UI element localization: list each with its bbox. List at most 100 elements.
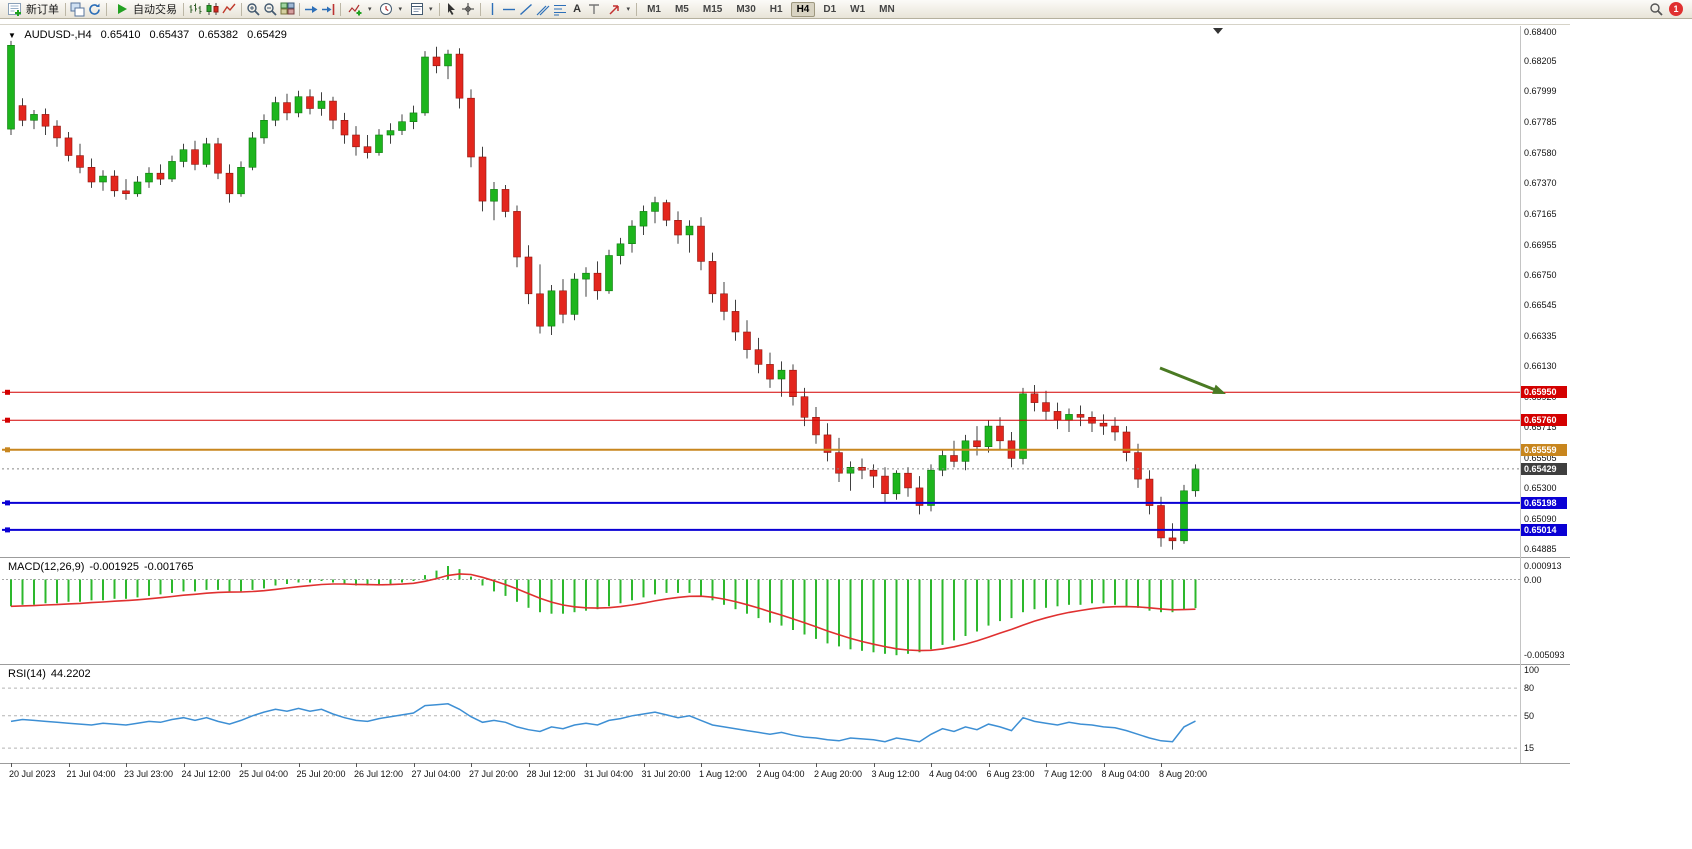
- time-tick: [931, 763, 932, 767]
- hline-handle[interactable]: [5, 500, 10, 506]
- time-tick: [413, 763, 415, 767]
- time-axis-label: 25 Jul 20:00: [296, 769, 346, 779]
- hline-handle[interactable]: [5, 389, 10, 395]
- timeframe-m30[interactable]: M30: [736, 3, 756, 15]
- toolbar-separator: [479, 2, 481, 16]
- rsi-label: RSI(14) 44.2202: [8, 668, 91, 680]
- high-value: 0.65437: [149, 29, 190, 41]
- auto-trading-button[interactable]: 自动交易: [110, 1, 180, 18]
- search-icon[interactable]: [1648, 1, 1665, 18]
- candlestick-series: [7, 40, 1200, 550]
- chevron-down-icon: ▾: [398, 6, 403, 13]
- fibonacci-icon[interactable]: [552, 1, 569, 18]
- timeframe-w1[interactable]: W1: [850, 3, 866, 15]
- macd-canvas[interactable]: [2, 558, 1520, 663]
- periods-button[interactable]: ▾: [375, 1, 406, 18]
- candlestick-chart-icon[interactable]: [204, 1, 221, 18]
- text-icon[interactable]: A: [573, 3, 582, 15]
- auto-scroll-icon[interactable]: [303, 1, 320, 18]
- low-value: 0.65382: [198, 29, 239, 41]
- price-axis-label: 0.67785: [1524, 117, 1557, 128]
- timeframe-group: M1 M5 M15 M30 H1 H4 D1 W1 MN: [640, 1, 902, 17]
- line-chart-icon[interactable]: [221, 1, 238, 18]
- text-label-icon[interactable]: [586, 1, 603, 18]
- timeframe-h4[interactable]: H4: [790, 1, 816, 17]
- zoom-out-icon[interactable]: [262, 1, 279, 18]
- toolbar-separator: [183, 2, 184, 16]
- time-axis-label: 21 Jul 04:00: [66, 769, 116, 779]
- crosshair-icon[interactable]: [460, 1, 477, 18]
- rsi-panel-separator[interactable]: [0, 664, 1570, 665]
- timeframe-mn[interactable]: MN: [879, 3, 895, 15]
- price-axis-label: 0.64885: [1524, 543, 1557, 554]
- price-axis-label: 0.65090: [1524, 513, 1557, 524]
- time-axis-label: 23 Jul 23:00: [124, 769, 174, 779]
- indicators-button[interactable]: ▾: [344, 1, 375, 18]
- time-axis-label: 8 Aug 04:00: [1101, 769, 1150, 779]
- time-axis-label: 25 Jul 04:00: [239, 769, 289, 779]
- toolbar-separator: [438, 2, 440, 16]
- price-axis-separator: [1520, 26, 1521, 763]
- timeframe-m1[interactable]: M1: [647, 3, 661, 15]
- arrow-annotation-head[interactable]: [1212, 384, 1228, 399]
- time-tick: [701, 763, 702, 767]
- rsi-axis-label: 100: [1524, 664, 1540, 675]
- zoom-in-icon[interactable]: [245, 1, 262, 18]
- price-axis-label: 0.66335: [1524, 330, 1557, 341]
- arrow-shape-icon: [606, 1, 623, 18]
- cursor-icon[interactable]: [443, 1, 460, 18]
- hline-handle[interactable]: [5, 417, 10, 423]
- notification-badge[interactable]: 1: [1669, 2, 1683, 16]
- time-tick: [183, 763, 185, 767]
- macd-axis-label: -0.005093: [1524, 650, 1565, 661]
- timeframe-h1[interactable]: H1: [769, 3, 783, 15]
- time-axis-label: 6 Aug 23:00: [986, 769, 1035, 779]
- price-marker-resistance-upper: 0.65950: [1521, 386, 1567, 399]
- chart-title: ▼ AUDUSD-,H4 0.65410 0.65437 0.65382 0.6…: [8, 29, 293, 41]
- timeframe-m15[interactable]: M15: [702, 3, 723, 15]
- timeframe-d1[interactable]: D1: [823, 3, 837, 15]
- time-axis-label: 2 Aug 20:00: [814, 769, 863, 779]
- horizontal-line-icon[interactable]: [501, 1, 518, 18]
- chart-shift-icon[interactable]: [320, 1, 337, 18]
- channel-icon[interactable]: [535, 1, 552, 18]
- price-axis-label: 0.67580: [1524, 147, 1557, 158]
- chart-shift-marker[interactable]: [1213, 28, 1223, 34]
- rsi-canvas[interactable]: [2, 665, 1520, 762]
- rsi-axis-label: 50: [1524, 710, 1535, 721]
- new-order-icon: [6, 1, 23, 18]
- timeframe-m5[interactable]: M5: [674, 3, 689, 15]
- trendline-icon[interactable]: [518, 1, 535, 18]
- time-tick: [988, 763, 990, 767]
- price-marker-resistance-lower: 0.65760: [1521, 414, 1567, 427]
- time-axis-label: 1 Aug 12:00: [699, 769, 748, 779]
- tile-windows-icon[interactable]: [279, 1, 296, 18]
- new-order-button[interactable]: 新订单: [3, 1, 62, 18]
- bar-chart-icon[interactable]: [187, 1, 204, 18]
- price-marker-support-lower: 0.65014: [1521, 523, 1567, 536]
- macd-panel-separator[interactable]: [0, 557, 1570, 558]
- templates-button[interactable]: ▾: [405, 1, 436, 18]
- play-icon: [113, 1, 130, 18]
- time-tick: [758, 763, 760, 767]
- indicators-icon: [347, 1, 364, 18]
- time-axis-label: 26 Jul 12:00: [354, 769, 404, 779]
- arrow-annotation[interactable]: [1159, 366, 1219, 393]
- time-tick: [11, 763, 12, 767]
- time-tick: [528, 763, 530, 767]
- toolbar-separator: [106, 2, 107, 16]
- time-axis-label: 2 Aug 04:00: [756, 769, 805, 779]
- time-axis-label: 4 Aug 04:00: [929, 769, 978, 779]
- vertical-line-icon[interactable]: [484, 1, 501, 18]
- toolbar-separator: [636, 2, 638, 16]
- refresh-icon[interactable]: [86, 1, 103, 18]
- arrows-button[interactable]: ▾: [603, 1, 634, 18]
- hline-handle[interactable]: [5, 527, 10, 533]
- hline-handle[interactable]: [5, 447, 10, 453]
- main-chart-canvas[interactable]: [2, 26, 1520, 557]
- charts-window-icon[interactable]: [69, 1, 86, 18]
- rsi-axis-label: 80: [1524, 683, 1535, 694]
- one-click-trading-arrow[interactable]: ▼: [8, 31, 16, 40]
- toolbar-separator: [65, 2, 66, 16]
- time-axis-label: 24 Jul 12:00: [181, 769, 231, 779]
